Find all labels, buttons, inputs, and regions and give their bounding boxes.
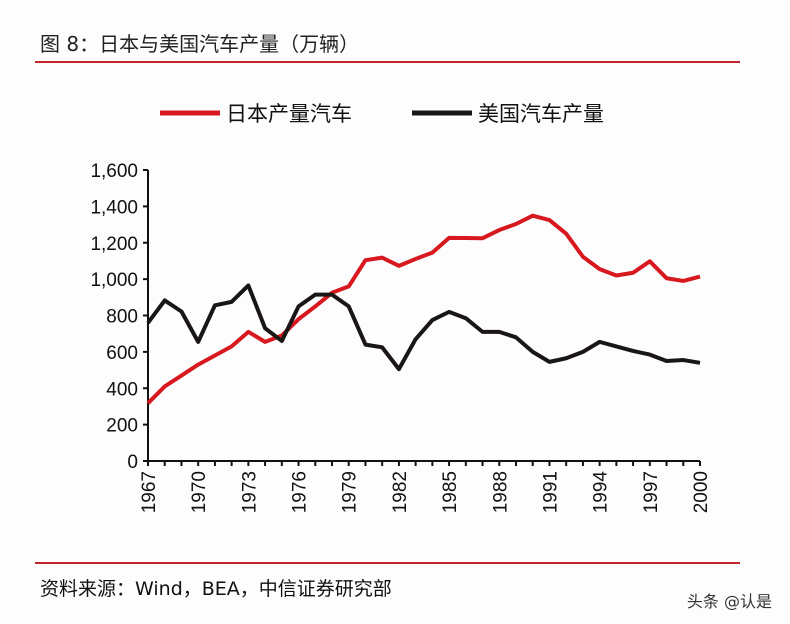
legend-label: 日本产量汽车	[226, 102, 352, 126]
x-tick-label: 1967	[139, 471, 160, 513]
y-tick-label: 800	[106, 307, 138, 328]
x-tick-label: 1982	[390, 471, 411, 513]
x-tick-label: 1997	[641, 471, 662, 513]
x-tick-label: 1976	[290, 471, 311, 513]
source-note: 资料来源：Wind，BEA，中信证券研究部	[40, 578, 392, 600]
chart-title: 图 8：日本与美国汽车产量（万辆）	[40, 32, 360, 56]
y-tick-label: 0	[127, 452, 138, 473]
x-tick-label: 1994	[591, 471, 612, 514]
y-tick-label: 1,200	[90, 234, 138, 255]
x-tick-label: 1991	[540, 471, 561, 513]
series-line-us	[146, 283, 701, 372]
x-tick-label: 1973	[239, 471, 260, 513]
y-tick-label: 600	[106, 343, 138, 364]
bottom-divider	[35, 562, 740, 564]
y-tick-label: 400	[106, 379, 138, 400]
y-tick-label: 1,000	[90, 270, 138, 291]
y-tick-label: 200	[106, 416, 138, 437]
x-tick-label: 1985	[440, 471, 461, 513]
x-tick-label: 1988	[490, 471, 511, 513]
x-tick-label: 1979	[340, 471, 361, 513]
x-tick-label: 1970	[189, 471, 210, 513]
x-tick-label: 2000	[691, 471, 712, 513]
top-divider	[35, 61, 740, 63]
y-tick-label: 1,600	[90, 161, 138, 182]
watermark: 头条 @认是	[686, 592, 772, 611]
y-tick-label: 1,400	[90, 197, 138, 218]
legend-label: 美国汽车产量	[478, 102, 604, 126]
series-line-japan	[146, 213, 701, 405]
